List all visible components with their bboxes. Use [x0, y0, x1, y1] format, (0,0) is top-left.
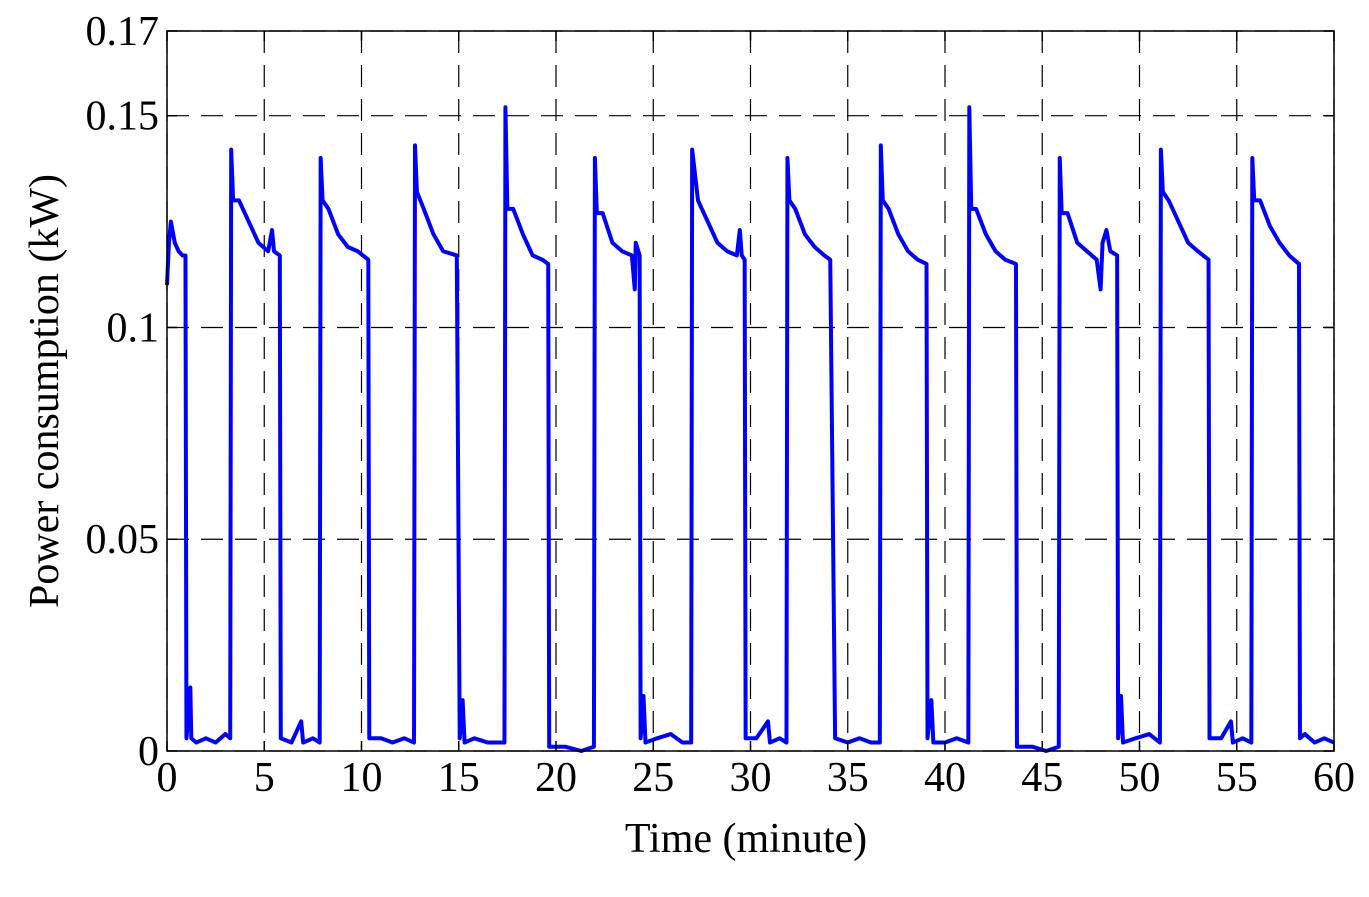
data-line — [165, 105, 1335, 753]
x-tick-label: 50 — [1119, 755, 1161, 801]
y-tick-label: 0.15 — [86, 94, 160, 140]
y-axis-label: Power consumption (kW) — [22, 174, 68, 608]
x-tick-label: 25 — [632, 755, 674, 801]
x-tick-label: 30 — [730, 755, 772, 801]
x-tick-label: 55 — [1216, 755, 1258, 801]
series — [165, 105, 1335, 753]
x-tick-label: 45 — [1021, 755, 1063, 801]
y-tick-label: 0.17 — [86, 9, 160, 55]
y-tick-label: 0.1 — [107, 305, 160, 351]
x-tick-label: 35 — [827, 755, 869, 801]
x-tick-label: 10 — [341, 755, 383, 801]
x-tick-label: 0 — [157, 755, 178, 801]
x-tick-label: 40 — [924, 755, 966, 801]
x-axis-label: Time (minute) — [625, 816, 867, 862]
ticks: 0 0.05 0.1 0.15 0.17 0 5 10 15 20 25 30 35 40 45 50 55 60 — [86, 9, 1356, 801]
x-tick-label: 60 — [1313, 755, 1355, 801]
x-tick-label: 15 — [438, 755, 480, 801]
x-tick-label: 20 — [535, 755, 577, 801]
y-tick-label: 0.05 — [86, 517, 160, 563]
x-tick-label: 5 — [254, 755, 275, 801]
y-tick-label: 0 — [138, 729, 159, 775]
